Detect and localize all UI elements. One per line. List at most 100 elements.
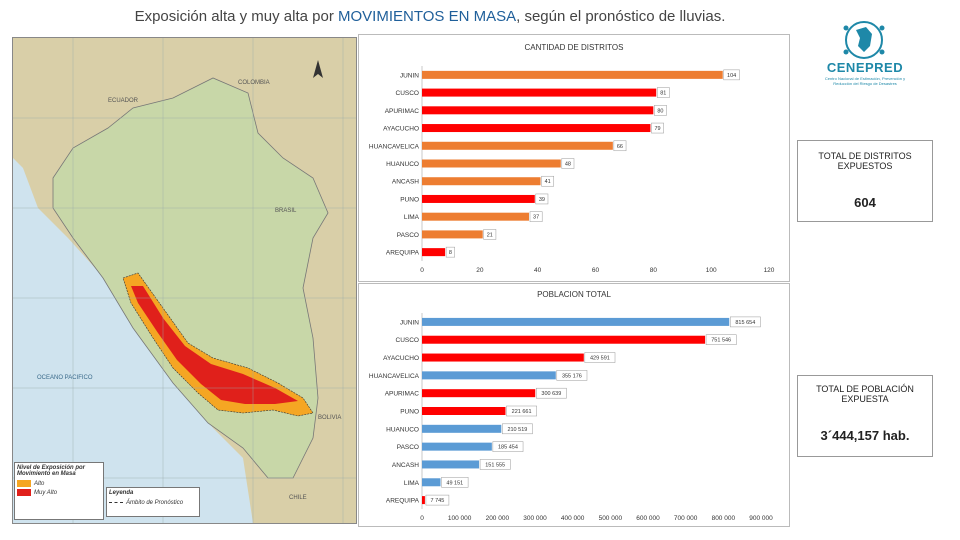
- districts-data-label: 39: [539, 197, 545, 203]
- population-x-tick-label: 600 000: [636, 515, 660, 522]
- population-bar: [422, 389, 536, 398]
- districts-chart-title: CANTIDAD DE DISTRITOS: [524, 43, 624, 52]
- districts-data-label: 21: [487, 232, 493, 238]
- districts-data-label: 80: [657, 108, 663, 114]
- population-data-label-box: [535, 387, 567, 399]
- legend-swatch-muy-alto: [17, 489, 31, 497]
- title-highlight: MOVIMIENTOS EN MASA: [338, 8, 517, 25]
- population-category-label: HUANCAVELICA: [369, 373, 420, 380]
- districts-data-label-box: [651, 122, 664, 134]
- districts-data-label-box: [613, 140, 627, 152]
- population-bar: [422, 353, 584, 362]
- population-data-label: 185 454: [498, 445, 518, 451]
- population-x-tick-label: 300 000: [523, 515, 547, 522]
- cenepred-emblem-icon: [843, 21, 885, 59]
- legend2-line: [109, 501, 123, 503]
- population-x-tick-label: 800 000: [712, 515, 736, 522]
- districts-x-tick-label: 20: [476, 267, 484, 274]
- population-category-label: CUSCO: [396, 337, 419, 344]
- population-category-label: LIMA: [404, 480, 420, 487]
- legend-item-muy-alto: Muy Alto: [17, 489, 101, 496]
- districts-category-label: AREQUIPA: [386, 250, 420, 257]
- map-label-colombia: COLOMBIA: [238, 80, 270, 86]
- districts-category-label: CUSCO: [396, 90, 419, 97]
- population-bar: [422, 424, 502, 433]
- map-label-ecuador: ECUADOR: [108, 98, 139, 104]
- population-data-label-box: [425, 494, 450, 506]
- districts-bar: [422, 248, 446, 257]
- cenepred-logo: CENEPRED Centro Nacional de Estimación, …: [816, 18, 912, 94]
- population-data-label-box: [729, 316, 761, 328]
- population-data-label: 221 661: [512, 409, 532, 415]
- districts-bar: [422, 141, 613, 150]
- population-category-label: PUNO: [400, 409, 419, 416]
- districts-data-label: 81: [660, 91, 666, 97]
- map-label-chile: CHILE: [289, 495, 307, 501]
- districts-data-label-box: [529, 211, 543, 222]
- legend2-title: Leyenda: [109, 490, 134, 496]
- districts-data-label: 79: [654, 126, 660, 132]
- logo-name: CENEPRED: [826, 60, 904, 75]
- population-data-label: 429 591: [590, 356, 610, 362]
- population-x-tick-label: 400 000: [561, 515, 585, 522]
- page-title: Exposición alta y muy alta por MOVIMIENT…: [0, 8, 860, 25]
- population-bar: [422, 317, 730, 326]
- total-districts-box: TOTAL DE DISTRITOS EXPUESTOS 604: [797, 140, 933, 222]
- map-label-bolivia: BOLIVIA: [318, 415, 342, 421]
- population-bar: [422, 371, 556, 380]
- districts-category-label: PUNO: [400, 196, 419, 203]
- population-bar: [422, 407, 506, 415]
- population-data-label: 151 555: [485, 462, 505, 468]
- districts-data-label-box: [535, 193, 549, 205]
- population-data-label: 355 176: [562, 373, 582, 379]
- population-category-label: AYACUCHO: [383, 355, 419, 362]
- population-x-tick-label: 500 000: [599, 515, 623, 522]
- districts-x-tick-label: 100: [706, 267, 717, 274]
- districts-data-label: 66: [617, 144, 623, 150]
- map-drawing: [13, 38, 356, 523]
- map-legend: Nivel de Exposición por Movimiento en Ma…: [14, 462, 104, 520]
- population-data-label: 210 519: [507, 427, 527, 433]
- districts-category-label: HUANCAVELICA: [369, 143, 420, 150]
- districts-bar: [422, 212, 529, 221]
- population-bar: [422, 478, 441, 487]
- districts-data-label-box: [561, 158, 575, 169]
- districts-x-tick-label: 120: [764, 267, 775, 274]
- districts-data-label: 41: [545, 179, 551, 185]
- population-bar: [422, 496, 425, 505]
- total-population-value: 3´444,157 hab.: [820, 428, 910, 443]
- districts-bar: [422, 88, 657, 97]
- districts-data-label-box: [654, 105, 667, 116]
- legend-label-alto: Alto: [34, 481, 45, 488]
- districts-category-label: PASCO: [397, 232, 419, 239]
- districts-data-label: 8: [449, 250, 452, 256]
- population-x-tick-label: 700 000: [674, 515, 698, 522]
- districts-category-label: JUNIN: [400, 72, 419, 79]
- population-category-label: APURIMAC: [385, 391, 420, 398]
- exposure-map: COLOMBIA ECUADOR BRASIL OCEANO PACIFICO …: [12, 37, 357, 524]
- population-data-label-box: [506, 405, 537, 417]
- population-bar: [422, 460, 480, 469]
- districts-data-label: 48: [565, 162, 571, 168]
- total-population-label: TOTAL DE POBLACIÓN EXPUESTA: [816, 384, 914, 404]
- districts-bar: [422, 230, 483, 239]
- districts-chart: CANTIDAD DE DISTRITOS JUNIN 104 CUSCO 81 APU…: [358, 34, 790, 282]
- total-districts-label: TOTAL DE DISTRITOS EXPUESTOS: [818, 151, 912, 171]
- population-data-label: 49 151: [446, 480, 463, 486]
- title-prefix: Exposición alta y muy alta por: [134, 8, 339, 25]
- legend-item-alto: Alto: [17, 480, 101, 487]
- districts-bar: [422, 194, 535, 203]
- districts-x-tick-label: 80: [650, 267, 658, 274]
- districts-data-label-box: [483, 229, 497, 240]
- logo-subtitle: Centro Nacional de Estimación, Prevenció…: [824, 76, 906, 86]
- districts-bar: [422, 159, 561, 168]
- population-category-label: ANCASH: [392, 462, 419, 469]
- districts-data-label: 37: [533, 215, 539, 221]
- districts-bar: [422, 106, 654, 115]
- population-category-label: HUANUCO: [386, 426, 419, 433]
- population-data-label-box: [441, 477, 469, 488]
- population-x-tick-label: 900 000: [749, 515, 773, 522]
- population-x-tick-label: 200 000: [486, 515, 510, 522]
- population-x-tick-label: 0: [420, 515, 424, 522]
